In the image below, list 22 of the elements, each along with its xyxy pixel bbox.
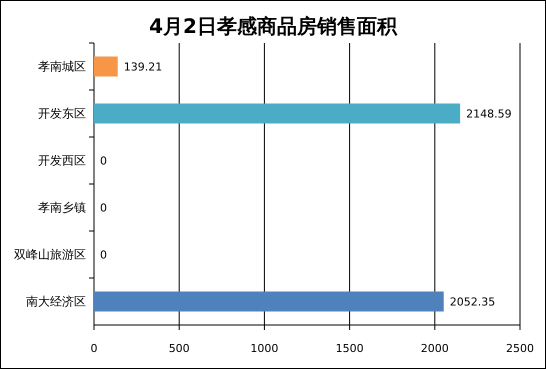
y-tick-label: 南大经济区 bbox=[26, 294, 86, 308]
bar bbox=[94, 104, 460, 124]
chart-title: 4月2日孝感商品房销售面积 bbox=[149, 14, 398, 38]
x-tick-label: 500 bbox=[168, 342, 190, 355]
y-tick-label: 孝南城区 bbox=[38, 60, 86, 74]
x-tick-label: 1500 bbox=[336, 342, 364, 355]
data-label: 0 bbox=[100, 154, 107, 168]
x-tick-label: 0 bbox=[90, 342, 98, 355]
y-tick-label: 双峰山旅游区 bbox=[14, 248, 86, 262]
data-label: 139.21 bbox=[124, 60, 162, 74]
x-tick-label: 2500 bbox=[506, 342, 534, 355]
data-label: 2052.35 bbox=[450, 296, 496, 308]
data-label: 0 bbox=[100, 248, 107, 262]
y-tick-label: 开发东区 bbox=[38, 106, 86, 120]
bar bbox=[94, 292, 444, 312]
data-label: 2148.59 bbox=[466, 108, 512, 120]
x-tick-label: 2000 bbox=[420, 342, 449, 355]
bar bbox=[94, 56, 118, 76]
x-tick-label: 1000 bbox=[250, 342, 278, 355]
y-tick-label: 孝南乡镇 bbox=[38, 200, 86, 214]
data-label: 0 bbox=[100, 202, 107, 214]
y-tick-label: 开发西区 bbox=[38, 154, 86, 168]
